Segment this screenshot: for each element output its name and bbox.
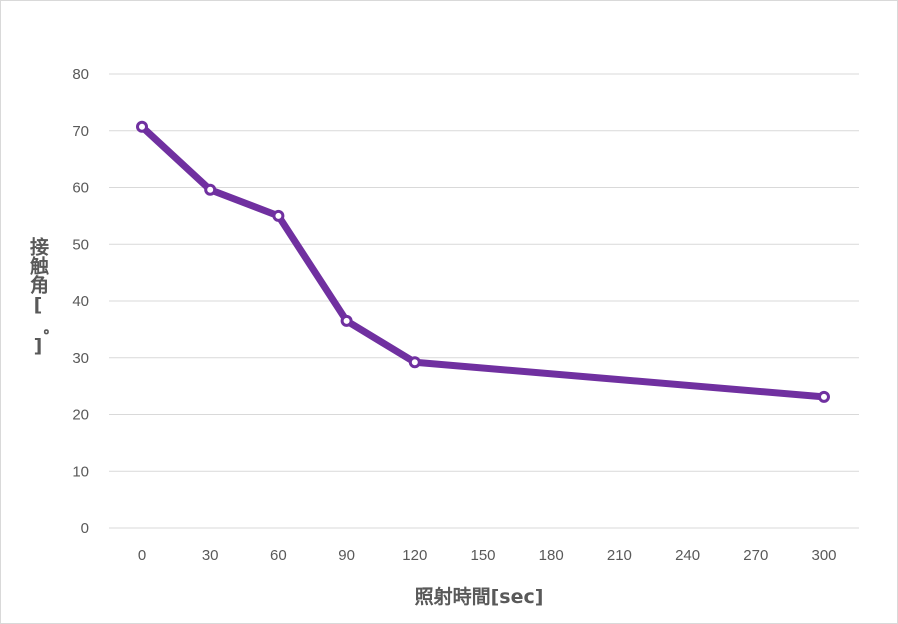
data-point-marker (204, 183, 217, 196)
series-line-0 (138, 123, 828, 401)
data-point-marker (340, 314, 353, 327)
y-tick-label: 20 (72, 407, 89, 424)
x-tick-label: 180 (539, 547, 564, 564)
x-tick-label: 90 (338, 547, 355, 564)
y-axis-ticks: 0 10 20 30 40 50 60 70 80 (72, 66, 89, 537)
x-tick-label: 120 (402, 547, 427, 564)
x-axis-ticks: 0 30 60 90 120 150 180 210 240 270 300 (138, 547, 837, 564)
y-tick-label: 60 (72, 180, 89, 197)
y-tick-label: 40 (72, 293, 89, 310)
x-tick-label: 270 (743, 547, 768, 564)
y-tick-label: 70 (72, 123, 89, 140)
y-tick-label: 80 (72, 66, 89, 83)
x-tick-label: 300 (811, 547, 836, 564)
x-tick-label: 60 (270, 547, 287, 564)
y-tick-label: 0 (81, 520, 89, 537)
data-point-marker (408, 356, 421, 369)
x-tick-label: 0 (138, 547, 146, 564)
x-tick-label: 210 (607, 547, 632, 564)
y-tick-label: 10 (72, 463, 89, 480)
y-axis-title: 接触角[゜] (27, 237, 49, 357)
y-tick-label: 30 (72, 350, 89, 367)
x-tick-label: 150 (470, 547, 495, 564)
data-point-marker (272, 209, 285, 222)
y-tick-label: 50 (72, 236, 89, 253)
x-tick-label: 240 (675, 547, 700, 564)
series-layer (136, 120, 830, 403)
data-point-marker (818, 390, 830, 403)
x-axis-title: 照射時間[sec] (415, 585, 544, 608)
x-tick-label: 30 (202, 547, 219, 564)
data-point-marker (136, 120, 148, 133)
gridlines (109, 73, 859, 529)
